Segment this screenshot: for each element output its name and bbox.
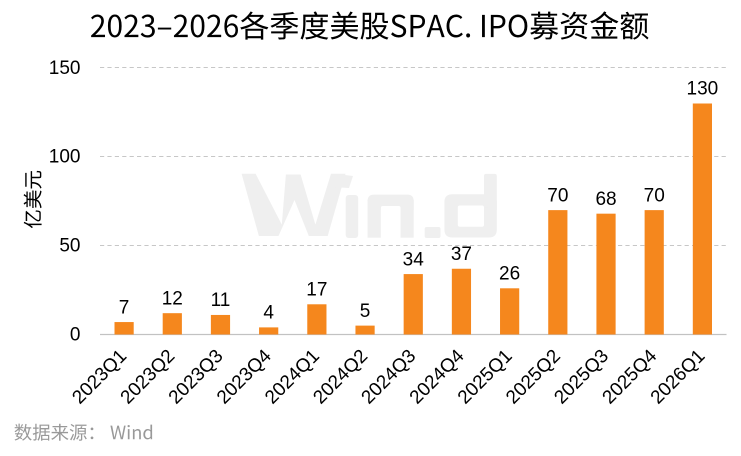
svg-text:150: 150 — [49, 58, 81, 79]
svg-text:50: 50 — [59, 236, 80, 257]
svg-text:130: 130 — [687, 79, 719, 100]
svg-text:12: 12 — [162, 288, 183, 309]
svg-text:34: 34 — [403, 249, 425, 270]
svg-text:70: 70 — [644, 185, 665, 206]
svg-text:0: 0 — [70, 324, 81, 345]
svg-text:5: 5 — [360, 301, 371, 322]
svg-text:70: 70 — [547, 185, 568, 206]
svg-text:17: 17 — [306, 279, 327, 300]
svg-text:7: 7 — [119, 297, 130, 318]
svg-text:100: 100 — [49, 147, 81, 168]
svg-text:37: 37 — [451, 244, 472, 265]
svg-text:11: 11 — [211, 290, 231, 311]
svg-text:26: 26 — [499, 264, 520, 285]
svg-text:4: 4 — [263, 303, 274, 324]
svg-text:68: 68 — [595, 189, 616, 210]
